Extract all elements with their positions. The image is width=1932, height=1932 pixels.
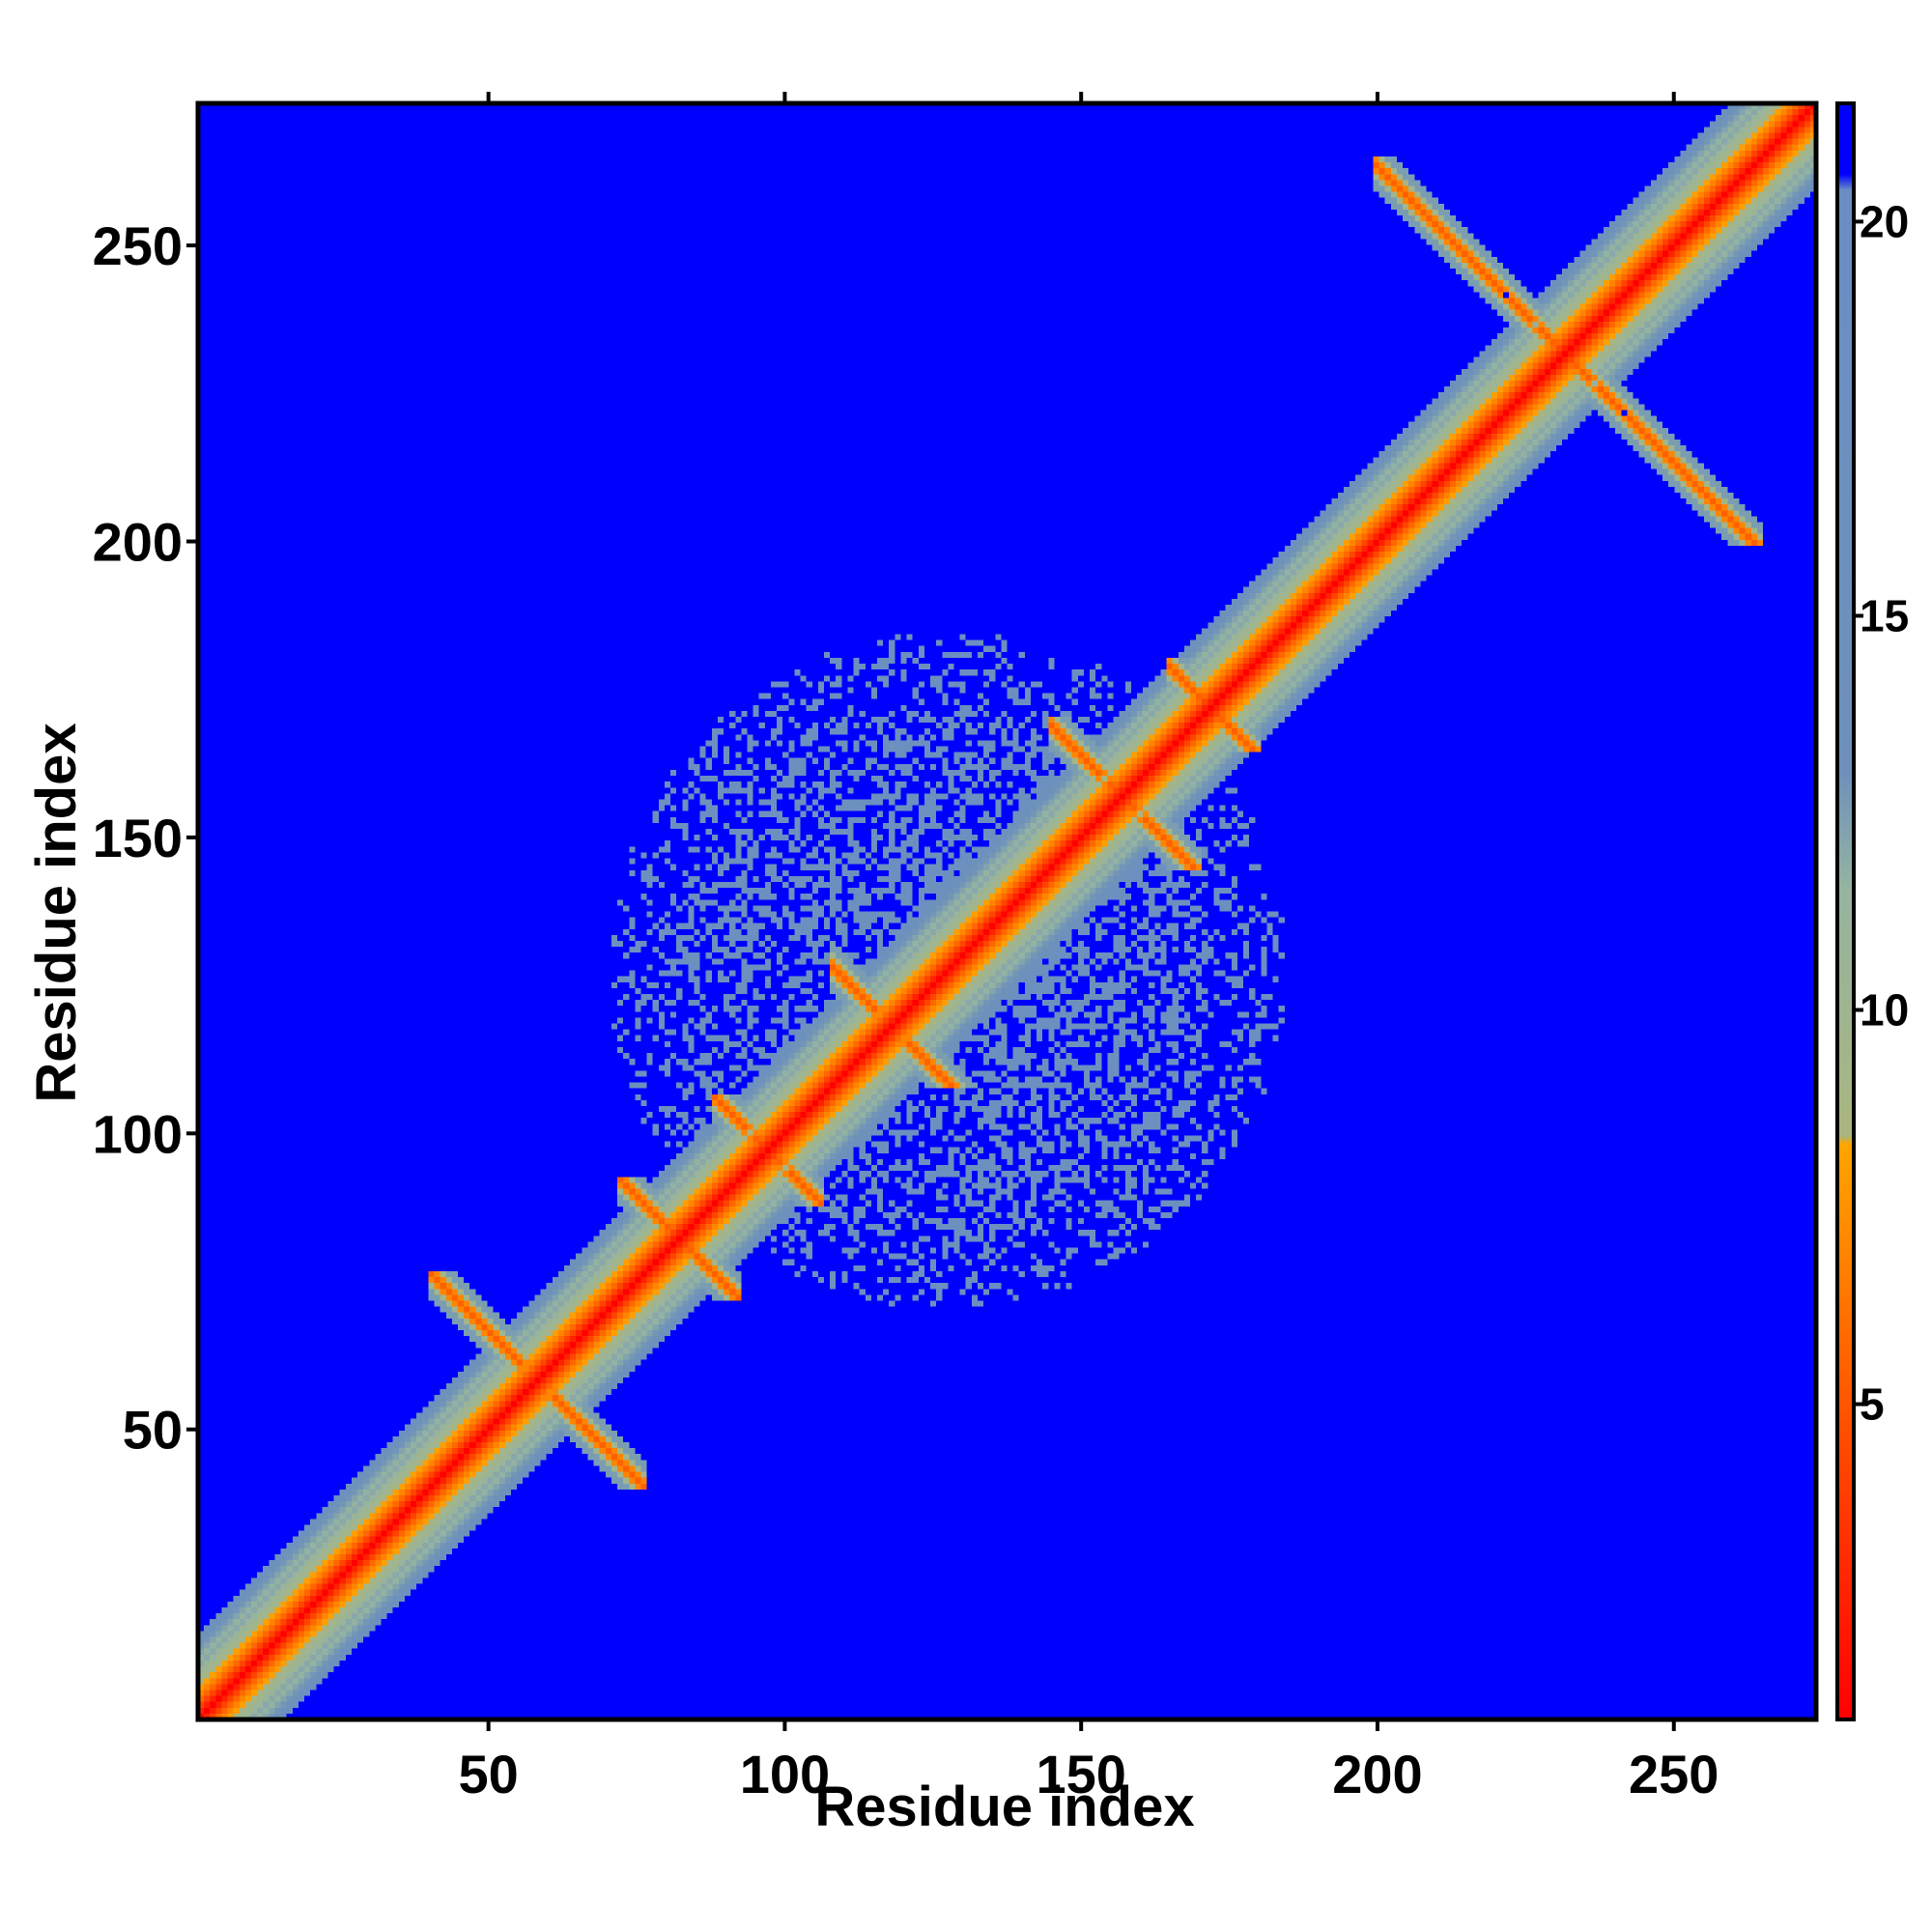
colorbar-ticks: 5 10 15 20 bbox=[1854, 196, 1909, 1430]
x-tick-label: 200 bbox=[1332, 1744, 1422, 1804]
x-axis: 50 100 150 200 250 bbox=[458, 92, 1719, 1804]
colorbar-tick-label: 5 bbox=[1860, 1379, 1885, 1430]
colorbar-gradient bbox=[1837, 103, 1854, 1719]
y-tick-label: 200 bbox=[93, 511, 183, 572]
colorbar: 5 10 15 20 bbox=[1835, 101, 1909, 1721]
plot-frame bbox=[195, 100, 1819, 1722]
y-tick-label: 250 bbox=[93, 215, 183, 276]
x-tick-label: 100 bbox=[740, 1744, 830, 1804]
colorbar-frame bbox=[1835, 101, 1856, 1721]
y-axis: 50 100 150 200 250 bbox=[93, 215, 198, 1461]
colorbar-tick-label: 20 bbox=[1860, 196, 1909, 246]
x-tick-label: 250 bbox=[1629, 1744, 1719, 1804]
x-tick-label: 150 bbox=[1036, 1744, 1125, 1804]
colorbar-tick-label: 10 bbox=[1860, 985, 1909, 1036]
x-axis-title: Residue index bbox=[814, 1776, 1194, 1838]
heatmap-plot-area bbox=[198, 103, 1816, 1719]
y-tick-label: 100 bbox=[93, 1103, 183, 1164]
colorbar-tick-label: 15 bbox=[1860, 590, 1909, 640]
x-tick-label: 50 bbox=[458, 1744, 518, 1804]
y-tick-label: 150 bbox=[93, 808, 183, 868]
y-axis-title: Residue index bbox=[25, 723, 88, 1102]
y-tick-label: 50 bbox=[123, 1400, 183, 1461]
heatmap-image bbox=[198, 103, 1816, 1719]
